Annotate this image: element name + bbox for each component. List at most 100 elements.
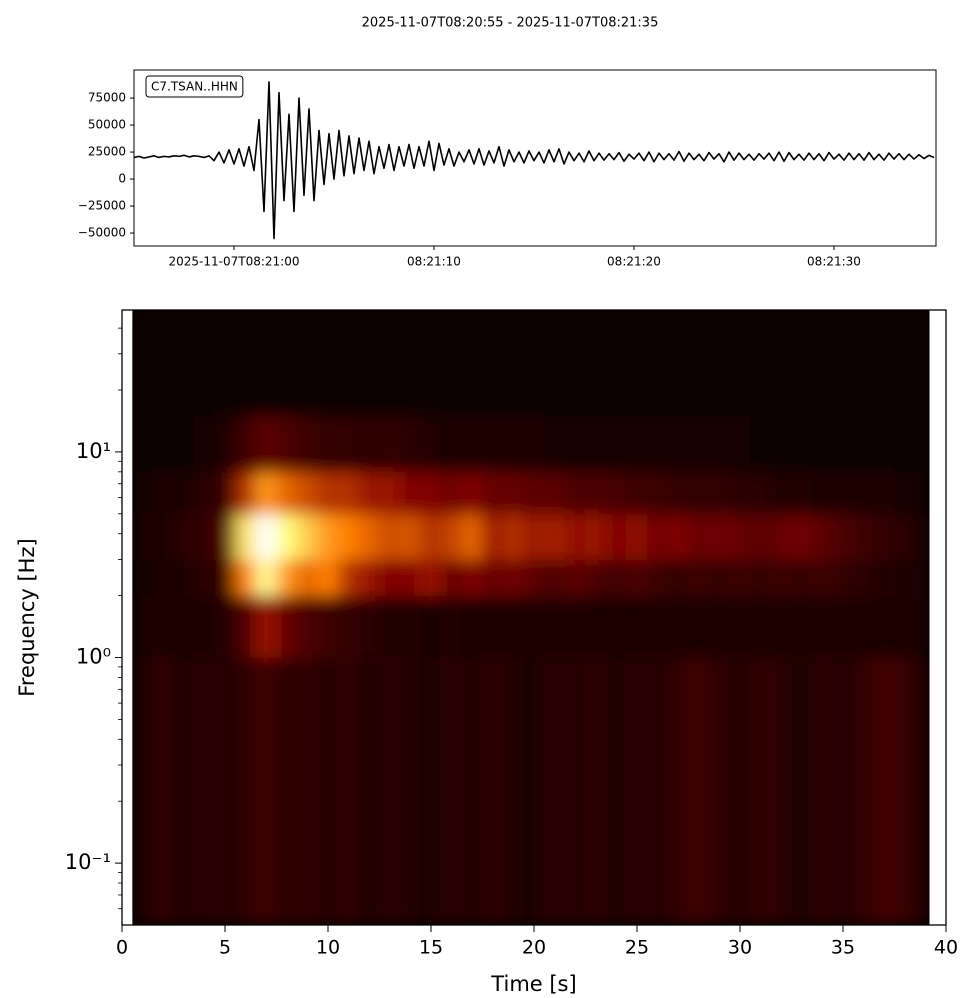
spectrogram-cell [296,513,319,560]
spectrogram-cell [523,718,545,802]
spectrogram-cell [440,800,463,864]
spectrogram-cell [420,595,442,659]
spectrogram-cell [296,800,319,864]
spectrogram-cell [605,310,628,417]
spectrogram-cell [337,595,360,659]
spectrogram-cell [688,513,710,560]
spectrogram-cell [646,513,669,560]
spectrogram-cell [296,595,319,659]
spectrogram-cell [646,415,669,473]
spectrogram-cell [811,800,834,864]
spectrogram-cell [626,800,648,864]
spectrogram-cell [894,800,916,864]
spectrogram-cell [873,718,895,802]
y-tick-label: 0 [118,172,126,186]
spectrogram-cell [214,718,236,802]
spectrogram-cell [811,415,834,473]
spectrogram-cell [873,800,895,864]
spectrogram-cell [152,862,174,925]
spectrogram-cell [440,415,463,473]
spectrogram-cell [585,415,607,473]
spectrogram-cell [358,718,380,802]
spectrogram-cell [296,862,319,925]
spectrogram-cell [523,657,545,720]
spectrogram-cell [832,415,854,473]
spectrogram-cell [543,862,566,925]
spectrogram-cell [708,800,731,864]
spectrogram-cell [605,595,628,659]
spectrogram-cell [193,513,216,560]
spectrogram-cell [502,595,525,659]
spectrogram-cell [852,415,875,473]
spectrogram-cell [523,415,545,473]
spectrogram-cell [688,800,710,864]
spectrogram-cell [667,513,689,560]
spectrogram-cell [667,862,689,925]
spectrogram-cell [358,657,380,720]
spectrogram-cell [688,718,710,802]
spectrogram-cell [420,800,442,864]
spectrogram-cell [543,310,566,417]
spectrogram-cell [585,800,607,864]
spectrogram-cell [461,595,483,659]
spectrogram-cell [132,471,154,515]
spectrogram-cell [646,718,669,802]
spectrogram-cell [749,558,772,597]
spectrogram-cell [585,310,607,417]
spectrogram-cell [914,310,930,417]
spectrogram-cell [152,415,174,473]
spectrogram-cell [317,800,339,864]
spectrogram-cell [358,513,380,560]
spectrogram-cell [358,310,380,417]
spectrogram-cells [132,310,930,925]
spectrogram-cell [688,310,710,417]
spectrogram-cell [688,595,710,659]
spectrogram-cell [214,862,236,925]
y-tick-label: 50000 [88,118,126,132]
spectrogram-cell [791,718,813,802]
spectrogram-cell [605,800,628,864]
spectrogram-cell [543,800,566,864]
x-tick-label: 5 [219,937,231,959]
spectrogram-cell [193,415,216,473]
spectrogram-cell [708,310,731,417]
spectrogram-cell [894,657,916,720]
spectrogram-cell [255,471,277,515]
spectrogram-cell [440,310,463,417]
spectrogram-cell [296,558,319,597]
spectrogram-cell [234,595,257,659]
legend-label: C7.TSAN..HHN [151,80,238,94]
spectrogram-cell [543,558,566,597]
spectrogram-cell [358,471,380,515]
spectrogram-cell [399,310,422,417]
spectrogram-cell [317,310,339,417]
x-tick-label: 2025-11-07T08:21:00 [169,255,300,269]
spectrogram-cell [461,657,483,720]
spectrogram-cell [770,471,792,515]
spectrogram-cell [317,471,339,515]
spectrogram-cell [193,657,216,720]
spectrogram-cell [749,415,772,473]
spectrogram-cell [688,862,710,925]
spectrogram-cell [914,513,930,560]
spectrogram-cell [132,718,154,802]
figure-title: 2025-11-07T08:20:55 - 2025-11-07T08:21:3… [362,16,659,31]
spectrogram-cell [646,862,669,925]
spectrogram-cell [276,718,298,802]
spectrogram-cell [193,471,216,515]
spectrogram-cell [852,595,875,659]
spectrogram-cell [832,595,854,659]
spectrogram-cell [132,558,154,597]
waveform-line [133,81,935,240]
x-tick-label: 25 [625,937,649,959]
spectrogram-cell [440,862,463,925]
y-tick-label: 75000 [88,91,126,105]
y-tick-label: 25000 [88,145,126,159]
spectrogram-cell [585,595,607,659]
spectrogram-cell [564,862,586,925]
spectrogram-cell [214,310,236,417]
spectrogram-cell [234,415,257,473]
spectrogram-cell [379,595,401,659]
spectrogram-cell [708,471,731,515]
